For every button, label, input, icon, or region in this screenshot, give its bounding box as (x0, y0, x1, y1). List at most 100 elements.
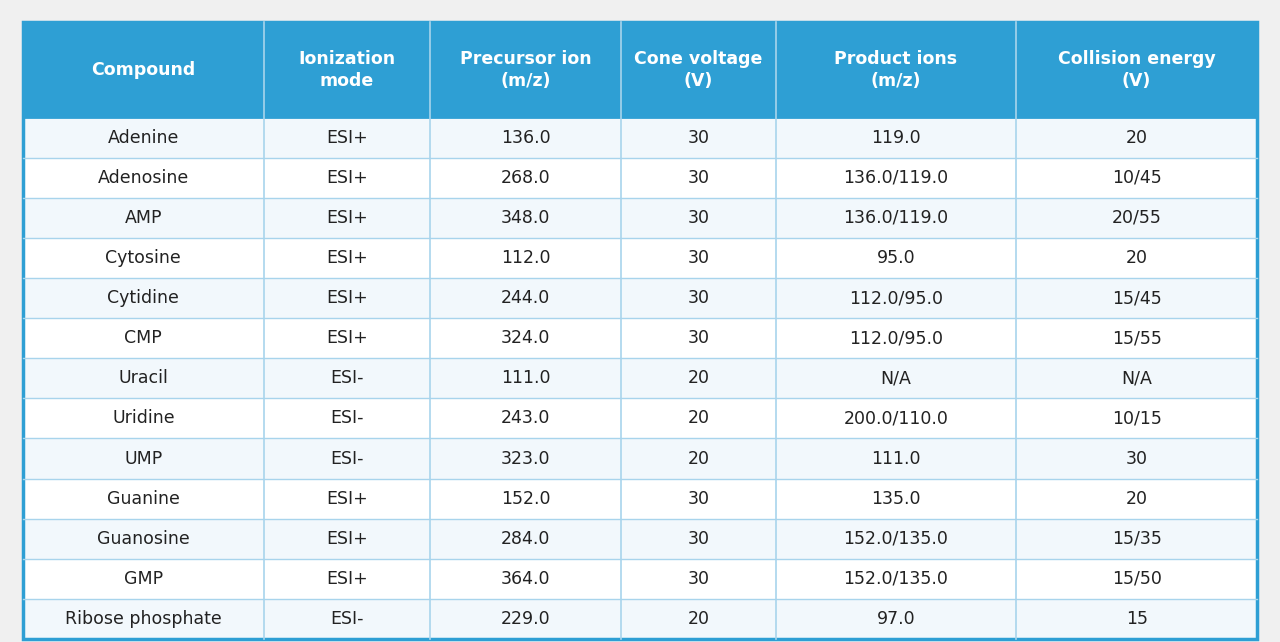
Text: ESI+: ESI+ (326, 209, 367, 227)
Text: 20: 20 (687, 369, 709, 387)
Text: 152.0/135.0: 152.0/135.0 (844, 530, 948, 548)
Bar (622, 318, 776, 358)
Text: Guanosine: Guanosine (97, 530, 189, 548)
Bar (776, 238, 1016, 278)
Text: 243.0: 243.0 (502, 410, 550, 428)
Bar (430, 358, 622, 398)
Text: AMP: AMP (124, 209, 163, 227)
Text: Product ions
(m/z): Product ions (m/z) (835, 50, 957, 90)
Bar (430, 519, 622, 559)
Text: Ribose phosphate: Ribose phosphate (65, 610, 221, 628)
Bar (622, 358, 776, 398)
Text: 229.0: 229.0 (500, 610, 550, 628)
Bar (430, 559, 622, 599)
Text: 20: 20 (1125, 490, 1148, 508)
Text: 136.0/119.0: 136.0/119.0 (844, 209, 948, 227)
Bar (1016, 519, 1257, 559)
Bar (622, 158, 776, 198)
Bar (264, 158, 430, 198)
Bar (264, 358, 430, 398)
Bar (622, 398, 776, 438)
Text: Cytidine: Cytidine (108, 289, 179, 307)
Bar (622, 278, 776, 318)
Bar (430, 438, 622, 479)
Bar (622, 559, 776, 599)
Text: 15/35: 15/35 (1112, 530, 1161, 548)
Text: 152.0: 152.0 (500, 490, 550, 508)
Text: 30: 30 (687, 329, 709, 347)
Bar (23, 198, 264, 238)
Text: 30: 30 (687, 530, 709, 548)
Text: 112.0: 112.0 (500, 249, 550, 267)
Bar (430, 599, 622, 639)
Bar (622, 238, 776, 278)
Bar (1016, 238, 1257, 278)
Bar (23, 519, 264, 559)
Bar (430, 278, 622, 318)
Bar (23, 158, 264, 198)
Text: 119.0: 119.0 (872, 128, 920, 146)
Text: 20: 20 (1125, 249, 1148, 267)
Bar (264, 198, 430, 238)
Bar (776, 117, 1016, 158)
Bar (622, 22, 776, 117)
Bar (430, 398, 622, 438)
Text: ESI-: ESI- (330, 449, 364, 467)
Text: Precursor ion
(m/z): Precursor ion (m/z) (460, 50, 591, 90)
Bar (776, 318, 1016, 358)
Bar (776, 559, 1016, 599)
Text: 111.0: 111.0 (500, 369, 550, 387)
Bar (23, 398, 264, 438)
Text: 20: 20 (687, 449, 709, 467)
Text: Adenosine: Adenosine (97, 169, 189, 187)
Bar (264, 519, 430, 559)
Bar (1016, 559, 1257, 599)
Bar (776, 398, 1016, 438)
Bar (430, 117, 622, 158)
Bar (430, 22, 622, 117)
Text: 30: 30 (687, 570, 709, 588)
Text: 152.0/135.0: 152.0/135.0 (844, 570, 948, 588)
Text: Adenine: Adenine (108, 128, 179, 146)
Bar (264, 22, 430, 117)
Text: 30: 30 (1125, 449, 1148, 467)
Text: Ionization
mode: Ionization mode (298, 50, 396, 90)
Text: 20: 20 (1125, 128, 1148, 146)
Text: 15/55: 15/55 (1112, 329, 1161, 347)
Text: 30: 30 (687, 169, 709, 187)
Text: 200.0/110.0: 200.0/110.0 (844, 410, 948, 428)
Bar (1016, 358, 1257, 398)
Bar (776, 278, 1016, 318)
Text: 15/50: 15/50 (1112, 570, 1161, 588)
Text: 95.0: 95.0 (877, 249, 915, 267)
Bar (23, 358, 264, 398)
Text: ESI+: ESI+ (326, 570, 367, 588)
Bar (430, 198, 622, 238)
Text: Uracil: Uracil (119, 369, 168, 387)
Text: 268.0: 268.0 (500, 169, 550, 187)
Text: 244.0: 244.0 (502, 289, 550, 307)
Bar (264, 398, 430, 438)
Text: N/A: N/A (1121, 369, 1152, 387)
Bar (1016, 117, 1257, 158)
Bar (1016, 198, 1257, 238)
Bar (776, 519, 1016, 559)
Bar (776, 158, 1016, 198)
Bar (23, 117, 264, 158)
Text: ESI+: ESI+ (326, 329, 367, 347)
Bar (1016, 22, 1257, 117)
Bar (776, 22, 1016, 117)
Bar (264, 238, 430, 278)
Text: 323.0: 323.0 (500, 449, 550, 467)
Bar (430, 158, 622, 198)
Bar (776, 599, 1016, 639)
Text: 30: 30 (687, 490, 709, 508)
Bar (430, 479, 622, 519)
Text: ESI-: ESI- (330, 410, 364, 428)
Bar (23, 479, 264, 519)
Bar (264, 117, 430, 158)
Text: GMP: GMP (124, 570, 163, 588)
Text: UMP: UMP (124, 449, 163, 467)
Text: Compound: Compound (91, 61, 196, 79)
Bar (430, 318, 622, 358)
